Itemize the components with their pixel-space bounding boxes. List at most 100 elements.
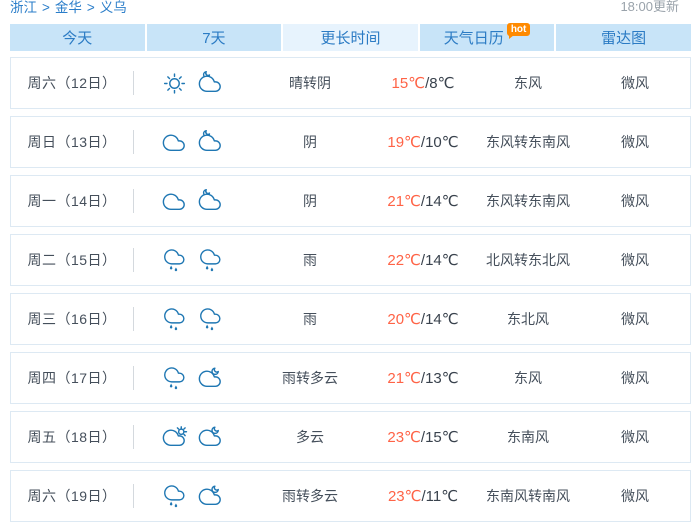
forecast-row: 周四（17日） 雨转多云 21℃/13℃ 东风 微风: [10, 352, 691, 404]
temp-separator: /: [420, 252, 426, 269]
wind-level: 微风: [621, 193, 649, 209]
tab-7days[interactable]: 7天: [146, 24, 282, 51]
low-temp: 11℃: [425, 488, 459, 505]
temperature: 20℃/14℃: [370, 310, 476, 328]
night-weather-icon: [195, 483, 226, 510]
day-label: 周六（12日）: [27, 75, 117, 91]
night-weather-icon: [195, 188, 226, 215]
day-weather-icon: [159, 483, 190, 510]
wind-level: 微风: [621, 75, 649, 91]
temperature: 22℃/14℃: [370, 251, 476, 269]
wind-level: 微风: [621, 311, 649, 327]
breadcrumb-province[interactable]: 浙江: [10, 0, 37, 15]
day-label: 周三（16日）: [27, 311, 117, 327]
low-temp: 13℃: [425, 370, 459, 387]
day-weather-icon: [159, 247, 190, 274]
wind-level: 微风: [621, 134, 649, 150]
weather-text: 阴: [303, 134, 317, 150]
night-weather-icon: [195, 247, 226, 274]
tab-label: 7天: [202, 30, 226, 47]
day-label: 周六（19日）: [27, 488, 117, 504]
divider: [133, 425, 134, 449]
temperature: 19℃/10℃: [370, 133, 476, 151]
forecast-row: 周五（18日） 多云 23℃/15℃ 东南风 微风: [10, 411, 691, 463]
day-weather-icon: [159, 424, 190, 451]
day-label: 周一（14日）: [27, 193, 117, 209]
temperature: 15℃/8℃: [370, 74, 476, 92]
weather-icons: [134, 306, 250, 333]
wind-direction: 东南风: [507, 429, 549, 445]
tab-longer-range[interactable]: 更长时间: [283, 24, 418, 51]
breadcrumb-district[interactable]: 义乌: [99, 0, 127, 15]
tab-radar-map[interactable]: 雷达图: [556, 24, 691, 51]
breadcrumb-city[interactable]: 金华: [54, 0, 82, 15]
weather-icons: [134, 70, 250, 97]
forecast-row: 周三（16日） 雨 20℃/14℃ 东北风 微风: [10, 293, 691, 345]
day-label: 周二（15日）: [27, 252, 117, 268]
divider: [133, 71, 134, 95]
temp-separator: /: [420, 311, 426, 328]
weather-icons: [134, 188, 250, 215]
weather-icons: [134, 365, 250, 392]
night-weather-icon: [195, 129, 226, 156]
divider: [133, 248, 134, 272]
forecast-list: 周六（12日） 晴转阴 15℃/8℃ 东风 微风 周日（13日） 阴 19℃/1…: [10, 57, 691, 522]
tab-weather-calendar[interactable]: 天气日历 hot: [419, 23, 555, 51]
temp-separator: /: [421, 488, 426, 505]
day-weather-icon: [159, 70, 190, 97]
tab-bar: 今天 7天 更长时间 天气日历 hot 雷达图: [10, 23, 691, 51]
weather-text: 雨转多云: [282, 370, 338, 386]
day-weather-icon: [159, 306, 190, 333]
day-weather-icon: [159, 129, 190, 156]
wind-direction: 北风转东北风: [486, 252, 570, 268]
top-bar: 浙江 > 金华 > 义乌 18:00更新: [0, 0, 691, 16]
wind-level: 微风: [621, 252, 649, 268]
tab-label: 更长时间: [320, 30, 381, 47]
weather-text: 雨转多云: [282, 488, 338, 504]
high-temp: 22℃: [387, 252, 421, 269]
low-temp: 14℃: [425, 193, 459, 210]
forecast-row: 周六（12日） 晴转阴 15℃/8℃ 东风 微风: [10, 57, 691, 109]
temp-separator: /: [420, 429, 426, 446]
temperature: 21℃/13℃: [370, 369, 476, 387]
wind-direction: 东风转东南风: [486, 134, 570, 150]
temp-separator: /: [420, 370, 426, 387]
weather-text: 阴: [303, 193, 317, 209]
divider: [133, 307, 134, 331]
wind-direction: 东北风: [507, 311, 549, 327]
weather-icons: [134, 483, 250, 510]
night-weather-icon: [195, 365, 226, 392]
high-temp: 15℃: [391, 75, 426, 92]
high-temp: 23℃: [387, 488, 422, 505]
wind-level: 微风: [621, 370, 649, 386]
divider: [133, 130, 134, 154]
low-temp: 14℃: [425, 311, 459, 328]
temp-separator: /: [425, 75, 430, 92]
weather-text: 雨: [303, 311, 317, 327]
divider: [133, 366, 134, 390]
breadcrumb: 浙江 > 金华 > 义乌: [10, 0, 127, 16]
breadcrumb-separator: >: [42, 0, 50, 15]
breadcrumb-separator: >: [86, 0, 95, 15]
hot-badge: hot: [506, 23, 531, 39]
forecast-row: 周六（19日） 雨转多云 23℃/11℃ 东南风转南风 微风: [10, 470, 691, 522]
wind-direction: 东南风转南风: [486, 488, 570, 504]
night-weather-icon: [195, 306, 226, 333]
divider: [133, 189, 134, 213]
temperature: 23℃/15℃: [370, 428, 476, 446]
wind-level: 微风: [621, 488, 649, 504]
weather-text: 多云: [296, 429, 324, 445]
day-label: 周五（18日）: [27, 429, 117, 445]
divider: [133, 484, 134, 508]
weather-icons: [134, 129, 250, 156]
day-label: 周四（17日）: [27, 370, 117, 386]
tab-today[interactable]: 今天: [10, 24, 145, 51]
high-temp: 21℃: [387, 370, 421, 387]
day-weather-icon: [159, 365, 190, 392]
weather-icons: [134, 247, 250, 274]
high-temp: 20℃: [387, 311, 421, 328]
forecast-row: 周日（13日） 阴 19℃/10℃ 东风转东南风 微风: [10, 116, 691, 168]
temperature: 23℃/11℃: [370, 487, 476, 505]
day-weather-icon: [159, 188, 190, 215]
day-label: 周日（13日）: [27, 134, 117, 150]
